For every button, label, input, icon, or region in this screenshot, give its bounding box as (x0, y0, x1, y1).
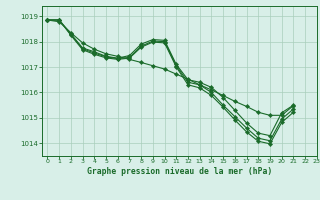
X-axis label: Graphe pression niveau de la mer (hPa): Graphe pression niveau de la mer (hPa) (87, 167, 272, 176)
